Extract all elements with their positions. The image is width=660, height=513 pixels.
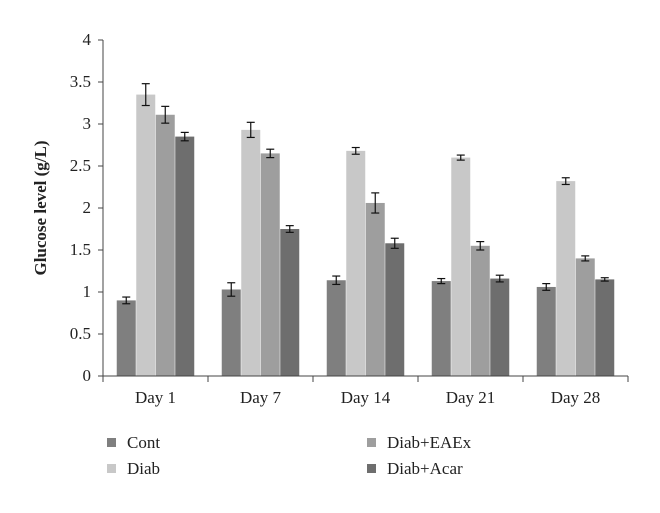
bar-diab-acar	[175, 136, 195, 376]
bar-cont	[221, 289, 241, 376]
bar-cont	[536, 286, 556, 376]
x-tick-label: Day 1	[135, 388, 176, 407]
bars	[116, 83, 615, 376]
legend-label: Diab+Acar	[387, 459, 463, 478]
legend-swatch	[107, 464, 116, 473]
x-tick-label: Day 28	[551, 388, 601, 407]
legend-label: Diab+EAEx	[387, 433, 472, 452]
x-tick-label: Day 14	[341, 388, 391, 407]
legend-swatch	[367, 438, 376, 447]
bar-diab-eaex	[470, 245, 490, 376]
bar-diab-eaex	[365, 202, 385, 376]
bar-diab-eaex	[155, 114, 175, 376]
y-tick-label: 0	[83, 366, 92, 385]
y-tick-label: 1.5	[70, 240, 91, 259]
bar-diab-acar	[490, 278, 510, 376]
y-axis: 0 0.5 1 1.5 2 2.5 3 3.5 4	[70, 30, 104, 385]
y-tick-label: 0.5	[70, 324, 91, 343]
bar-diab-acar	[595, 279, 615, 376]
bar-cont	[326, 280, 346, 376]
x-axis: Day 1 Day 7 Day 14 Day 21 Day 28	[102, 375, 629, 407]
bar-cont	[431, 281, 451, 376]
y-tick-label: 3.5	[70, 72, 91, 91]
x-tick-label: Day 7	[240, 388, 282, 407]
bar-diab	[136, 94, 156, 376]
legend-swatch	[367, 464, 376, 473]
x-tick-label: Day 21	[446, 388, 496, 407]
y-tick-label: 2.5	[70, 156, 91, 175]
bar-diab	[346, 150, 366, 376]
legend-swatch	[107, 438, 116, 447]
y-tick-label: 3	[83, 114, 92, 133]
legend-label: Diab	[127, 459, 160, 478]
y-tick-label: 2	[83, 198, 92, 217]
bar-diab	[556, 181, 576, 376]
legend-label: Cont	[127, 433, 160, 452]
y-axis-label: Glucose level (g/L)	[31, 140, 50, 275]
bar-diab-eaex	[575, 258, 595, 376]
legend: Cont Diab Diab+EAEx Diab+Acar	[107, 433, 472, 478]
y-tick-label: 1	[83, 282, 92, 301]
bar-cont	[116, 300, 136, 376]
bar-diab-eaex	[260, 153, 280, 376]
bar-diab	[451, 157, 471, 376]
bar-diab-acar	[280, 229, 300, 376]
bar-diab	[241, 129, 261, 376]
bar-diab-acar	[385, 243, 405, 376]
y-tick-label: 4	[83, 30, 92, 49]
